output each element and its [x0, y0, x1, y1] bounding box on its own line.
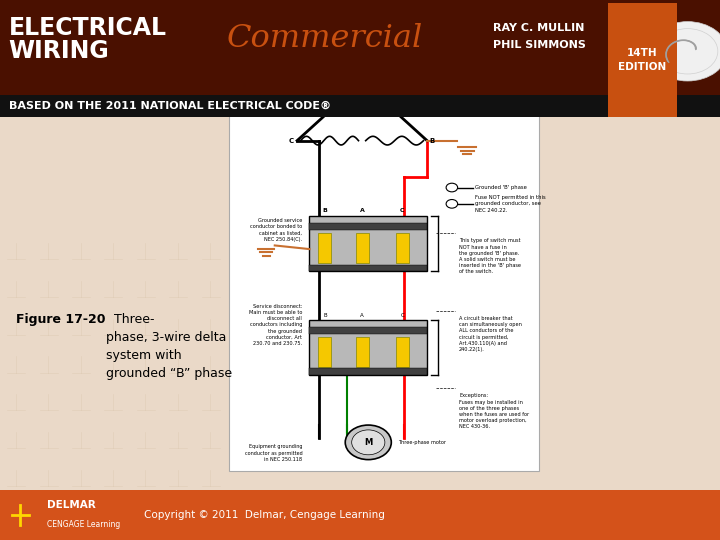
Bar — [310, 265, 427, 271]
Text: BASED ON THE 2011 NATIONAL ELECTRICAL CODE®: BASED ON THE 2011 NATIONAL ELECTRICAL CO… — [9, 101, 330, 111]
Text: DELMAR: DELMAR — [47, 501, 96, 510]
Bar — [310, 368, 427, 375]
Text: 14TH
EDITION: 14TH EDITION — [618, 48, 667, 72]
Text: A: A — [366, 73, 371, 79]
Bar — [608, 3, 677, 117]
Text: Three-phase motor: Three-phase motor — [399, 440, 446, 445]
Text: Grounded service
conductor bonded to
cabinet as listed,
NEC 250.84(C).: Grounded service conductor bonded to cab… — [250, 218, 302, 242]
Bar — [356, 233, 369, 263]
Circle shape — [446, 183, 458, 192]
Text: C: C — [400, 313, 404, 318]
Bar — [310, 223, 427, 230]
Circle shape — [351, 430, 385, 455]
Text: Commercial: Commercial — [227, 23, 423, 55]
Bar — [318, 336, 331, 367]
Bar — [310, 327, 427, 334]
Text: Service disconnect:
Main must be able to
disconnect all
conductors including
the: Service disconnect: Main must be able to… — [249, 303, 302, 346]
Bar — [310, 320, 427, 375]
Circle shape — [346, 425, 392, 460]
Text: B: B — [323, 208, 328, 213]
Text: A: A — [360, 313, 364, 318]
Text: Copyright © 2011  Delmar, Cengage Learning: Copyright © 2011 Delmar, Cengage Learnin… — [144, 510, 385, 520]
Text: B: B — [323, 313, 327, 318]
Text: Grounded 'B' phase: Grounded 'B' phase — [475, 185, 527, 190]
Bar — [0, 490, 720, 540]
Text: This type of switch must
NOT have a fuse in
the grounded 'B' phase.
A solid swit: This type of switch must NOT have a fuse… — [459, 239, 521, 274]
Text: Equipment grounding
conductor as permitted
in NEC 250.118: Equipment grounding conductor as permitt… — [245, 444, 302, 462]
Bar — [356, 336, 369, 367]
Text: Fuse NOT permitted in this
grounded conductor, see
NEC 240.22.: Fuse NOT permitted in this grounded cond… — [475, 195, 546, 213]
Text: B: B — [429, 138, 434, 144]
Text: RAY C. MULLIN
PHIL SIMMONS: RAY C. MULLIN PHIL SIMMONS — [493, 23, 586, 50]
Text: Three-
phase, 3-wire delta
system with
grounded “B” phase: Three- phase, 3-wire delta system with g… — [106, 313, 232, 380]
Text: A circuit breaker that
can simultaneously open
ALL conductors of the
circuit is : A circuit breaker that can simultaneousl… — [459, 316, 522, 352]
Text: Exceptions:
Fuses may be installed in
one of the three phases
when the fuses are: Exceptions: Fuses may be installed in on… — [459, 394, 529, 429]
Bar — [229, 63, 539, 471]
Text: C: C — [288, 138, 294, 144]
Bar — [396, 336, 409, 367]
Bar — [396, 233, 409, 263]
Circle shape — [648, 22, 720, 81]
Circle shape — [446, 199, 458, 208]
Text: A: A — [360, 208, 364, 213]
Text: ELECTRICAL: ELECTRICAL — [9, 16, 166, 40]
Bar — [0, 94, 720, 117]
Bar — [318, 233, 331, 263]
Text: C: C — [400, 208, 405, 213]
Bar — [0, 0, 720, 94]
Text: M: M — [364, 438, 372, 447]
Text: WIRING: WIRING — [9, 39, 109, 63]
Bar — [310, 216, 427, 271]
Circle shape — [657, 29, 718, 74]
Text: CENGAGE Learning: CENGAGE Learning — [47, 521, 120, 529]
Text: Figure 17-20: Figure 17-20 — [16, 313, 105, 326]
